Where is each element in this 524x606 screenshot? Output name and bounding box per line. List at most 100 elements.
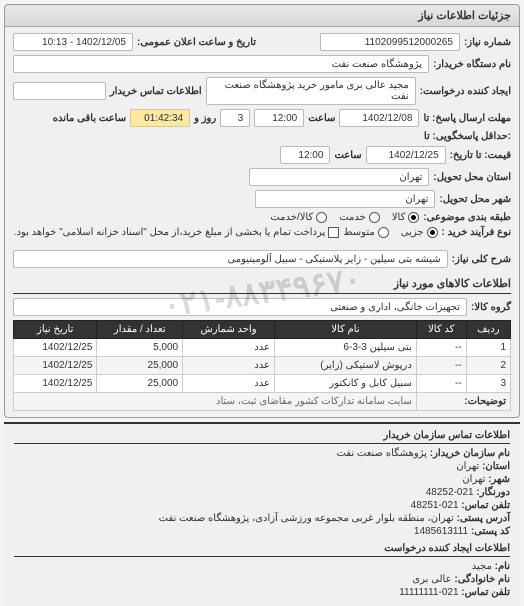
row-need-desc: شرح کلی نیاز: شیشه بتی سیلپن - زایر پلاس… <box>13 250 511 268</box>
need-desc-label: شرح کلی نیاز: <box>452 254 511 265</box>
table-cell: عدد <box>183 357 275 375</box>
table-desc-value: سایت سامانه تدارکات کشور مقاضای ثبت، ستا… <box>14 393 417 411</box>
table-cell: 1402/12/25 <box>14 339 97 357</box>
table-col-header: تاریخ نیاز <box>14 321 97 339</box>
goods-group-value: تجهیزات خانگی، اداری و صنعتی <box>13 298 467 316</box>
row-delivery-province: استان محل تحویل: تهران <box>13 168 511 186</box>
contact-fname: مجید <box>472 561 492 572</box>
contact-header-2: اطلاعات ایجاد کننده درخواست <box>14 543 510 557</box>
row-delivery-city: شهر محل تحویل: تهران <box>13 190 511 208</box>
contact-pref: 021-48252 <box>426 487 474 498</box>
buy-note-check[interactable]: پرداخت تمام یا بخشی از مبلغ خرید،از محل … <box>14 227 340 238</box>
public-datetime-label: تاریخ و ساعت اعلان عمومی: <box>137 37 256 48</box>
resp-deadline-date: 1402/12/08 <box>339 109 419 127</box>
radio-small[interactable]: جزیی <box>401 227 438 238</box>
row-buyer-org: نام دستگاه خریدار: پژوهشگاه صنعت نفت <box>13 55 511 73</box>
request-no-label: شماره نیاز: <box>464 37 511 48</box>
resp-deadline-label: مهلت ارسال پاسخ: تا <box>423 113 511 124</box>
contact-phone-label: تلفن تماس: <box>461 500 510 511</box>
table-cell: عدد <box>183 339 275 357</box>
goods-table-body: 1--بتی سیلپن 3-3-6عدد5,0001402/12/252--د… <box>14 339 511 411</box>
radio-dot-icon <box>378 227 389 238</box>
table-cell: -- <box>416 339 466 357</box>
table-cell: عدد <box>183 375 275 393</box>
radio-small-label: جزیی <box>401 227 424 238</box>
remain-days-label: روز و <box>194 113 216 124</box>
radio-dot-icon <box>427 227 438 238</box>
remain-time: 01:42:34 <box>130 109 190 127</box>
contact-org: پژوهشگاه صنعت نفت <box>336 448 427 459</box>
contact-header-1: اطلاعات تماس سازمان خریدار <box>14 430 510 444</box>
radio-mid-label: متوسط <box>343 227 374 238</box>
contact-province-label: استان: <box>482 461 510 472</box>
requester-value: مجید عالی بری مامور خرید پژوهشگاه صنعت ن… <box>206 77 416 105</box>
contact-phone: 021-48251 <box>411 500 459 511</box>
contact-pref-label: دورنگار: <box>476 487 510 498</box>
subject-radio-group: کالا خدمت کالا/خدمت <box>270 212 419 223</box>
delivery-deadline-label: :حداقل پاسخگویی: تا <box>423 131 511 142</box>
delivery-province-value: تهران <box>249 168 429 186</box>
contact-city: تهران <box>462 474 485 485</box>
row-resp-deadline: مهلت ارسال پاسخ: تا 1402/12/08 ساعت 12:0… <box>13 109 511 127</box>
buyer-contact-label: اطلاعات تماس خریدار <box>110 86 202 97</box>
contact-cphone: 021-11111111 <box>399 587 458 598</box>
radio-both-label: کالا/خدمت <box>270 212 313 223</box>
panel-title: جزئیات اطلاعات نیاز <box>5 5 519 27</box>
radio-mid[interactable]: متوسط <box>343 227 388 238</box>
buyer-contact-value <box>13 82 106 100</box>
time-label-2: ساعت <box>334 150 361 161</box>
table-cell: 2 <box>466 357 510 375</box>
buy-note-text: پرداخت تمام یا بخشی از مبلغ خرید،از محل … <box>14 227 326 238</box>
radio-dot-icon <box>408 212 419 223</box>
contact-cphone-label: تلفن تماس: <box>461 587 510 598</box>
row-buy-process: نوع فرآیند خرید : جزیی متوسط پرداخت تمام… <box>13 227 511 238</box>
delivery-deadline-time: 12:00 <box>280 146 330 164</box>
row-request-no: شماره نیاز: 1102099512000265 تاریخ و ساع… <box>13 33 511 51</box>
contact-post-label: کد پستی: <box>471 526 510 537</box>
table-cell: بتی سیلپن 3-3-6 <box>274 339 416 357</box>
contact-section: اطلاعات تماس سازمان خریدار نام سازمان خر… <box>4 422 520 606</box>
goods-section-title: اطلاعات کالاهای مورد نیاز <box>13 274 511 294</box>
row-delivery-deadline: :حداقل پاسخگویی: تا <box>13 131 511 142</box>
delivery-deadline-date: 1402/12/25 <box>366 146 446 164</box>
table-cell: 1402/12/25 <box>14 357 97 375</box>
radio-service[interactable]: خدمت <box>339 212 380 223</box>
radio-goods[interactable]: کالا <box>392 212 420 223</box>
delivery-city-label: شهر محل تحویل: <box>439 194 511 205</box>
panel-body: شماره نیاز: 1102099512000265 تاریخ و ساع… <box>5 27 519 417</box>
table-row: 2--درپوش لاستیکی (زایر)عدد25,0001402/12/… <box>14 357 511 375</box>
table-cell: 1402/12/25 <box>14 375 97 393</box>
table-row: 1--بتی سیلپن 3-3-6عدد5,0001402/12/25 <box>14 339 511 357</box>
radio-goods-label: کالا <box>392 212 406 223</box>
table-col-header: کد کالا <box>416 321 466 339</box>
subject-class-label: طبقه بندی موضوعی: <box>423 212 511 223</box>
table-col-header: ردیف <box>466 321 510 339</box>
table-desc-row: توضیحات:سایت سامانه تدارکات کشور مقاضای … <box>14 393 511 411</box>
table-col-header: تعداد / مقدار <box>97 321 183 339</box>
contact-post: 1485613111 <box>414 526 468 537</box>
request-no-value: 1102099512000265 <box>320 33 460 51</box>
table-col-header: واحد شمارش <box>183 321 275 339</box>
goods-group-label: گروه کالا: <box>471 302 511 313</box>
table-col-header: نام کالا <box>274 321 416 339</box>
table-row: 3--سبیل کابل و کانکتورعدد25,0001402/12/2… <box>14 375 511 393</box>
table-cell: 3 <box>466 375 510 393</box>
contact-province: تهران <box>456 461 479 472</box>
row-requester: ایجاد کننده درخواست: مجید عالی بری مامور… <box>13 77 511 105</box>
radio-both[interactable]: کالا/خدمت <box>270 212 327 223</box>
row-goods-group: گروه کالا: تجهیزات خانگی، اداری و صنعتی <box>13 298 511 316</box>
public-datetime-value: 1402/12/05 - 10:13 <box>13 33 133 51</box>
delivery-province-label: استان محل تحویل: <box>433 172 511 183</box>
need-desc-value: شیشه بتی سیلپن - زایر پلاستیکی - سبیل آل… <box>13 250 448 268</box>
buyer-org-label: نام دستگاه خریدار: <box>433 59 511 70</box>
resp-deadline-time: 12:00 <box>254 109 304 127</box>
contact-addr-label: آدرس پستی: <box>457 513 510 524</box>
radio-dot-icon <box>316 212 327 223</box>
requester-label: ایجاد کننده درخواست: <box>420 86 511 97</box>
row-subject-class: طبقه بندی موضوعی: کالا خدمت کالا/خدمت <box>13 212 511 223</box>
time-label-1: ساعت <box>308 113 335 124</box>
buy-process-label: نوع فرآیند خرید : <box>442 227 511 238</box>
table-cell: -- <box>416 375 466 393</box>
details-panel: جزئیات اطلاعات نیاز شماره نیاز: 11020995… <box>4 4 520 418</box>
buyer-org-value: پژوهشگاه صنعت نفت <box>13 55 429 73</box>
